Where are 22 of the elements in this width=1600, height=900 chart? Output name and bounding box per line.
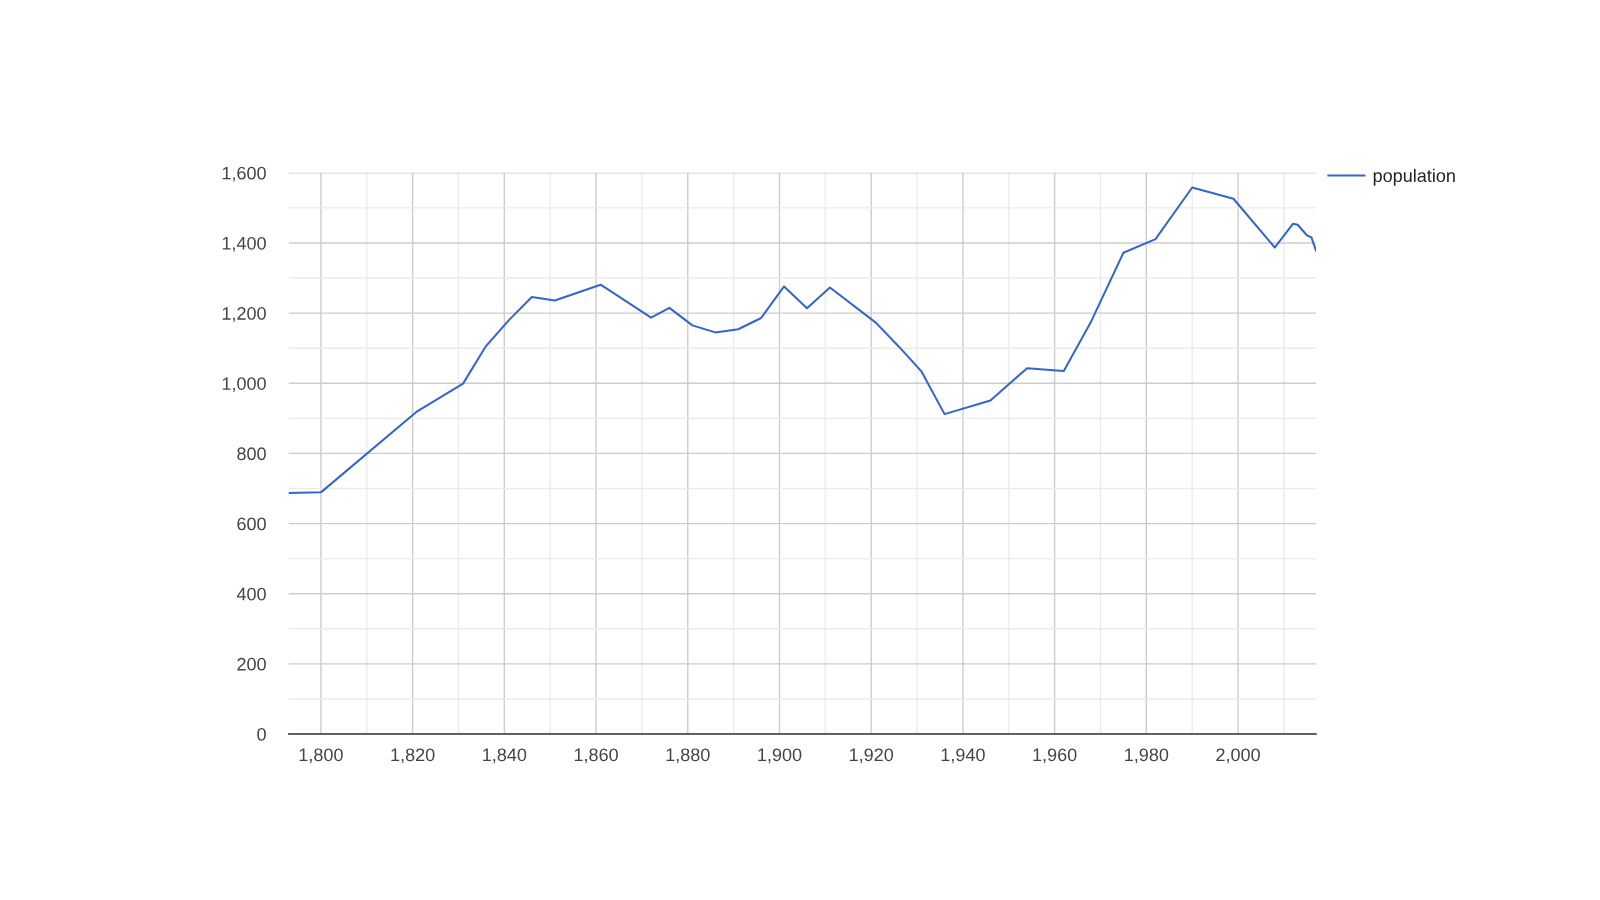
y-tick-label: 1,400 bbox=[222, 236, 266, 252]
x-tick-label: 1,960 bbox=[1033, 748, 1077, 764]
x-tick-label: 1,980 bbox=[1125, 748, 1169, 764]
x-tick-label: 1,820 bbox=[391, 748, 435, 764]
x-tick-label: 1,800 bbox=[299, 748, 343, 764]
y-tick-label: 1,000 bbox=[222, 377, 266, 393]
y-tick-label: 1,200 bbox=[222, 307, 266, 322]
x-tick-label: 1,860 bbox=[574, 748, 618, 764]
y-tick-label: 800 bbox=[237, 447, 266, 461]
x-tick-label: 2,000 bbox=[1216, 748, 1260, 764]
legend-label: population bbox=[1373, 168, 1455, 186]
y-tick-label: 0 bbox=[257, 727, 266, 741]
y-tick-label: 600 bbox=[237, 517, 266, 531]
x-tick-label: 1,920 bbox=[849, 748, 894, 764]
y-tick-label: 400 bbox=[236, 587, 266, 601]
line-series bbox=[288, 186, 1316, 495]
y-tick-label: 1,600 bbox=[222, 166, 266, 182]
x-tick-label: 1,900 bbox=[758, 748, 802, 764]
y-tick-label: 200 bbox=[237, 657, 266, 671]
x-tick-label: 1,840 bbox=[483, 748, 527, 764]
x-tick-label: 1,880 bbox=[666, 748, 710, 764]
x-tick-label: 1,940 bbox=[941, 748, 985, 764]
